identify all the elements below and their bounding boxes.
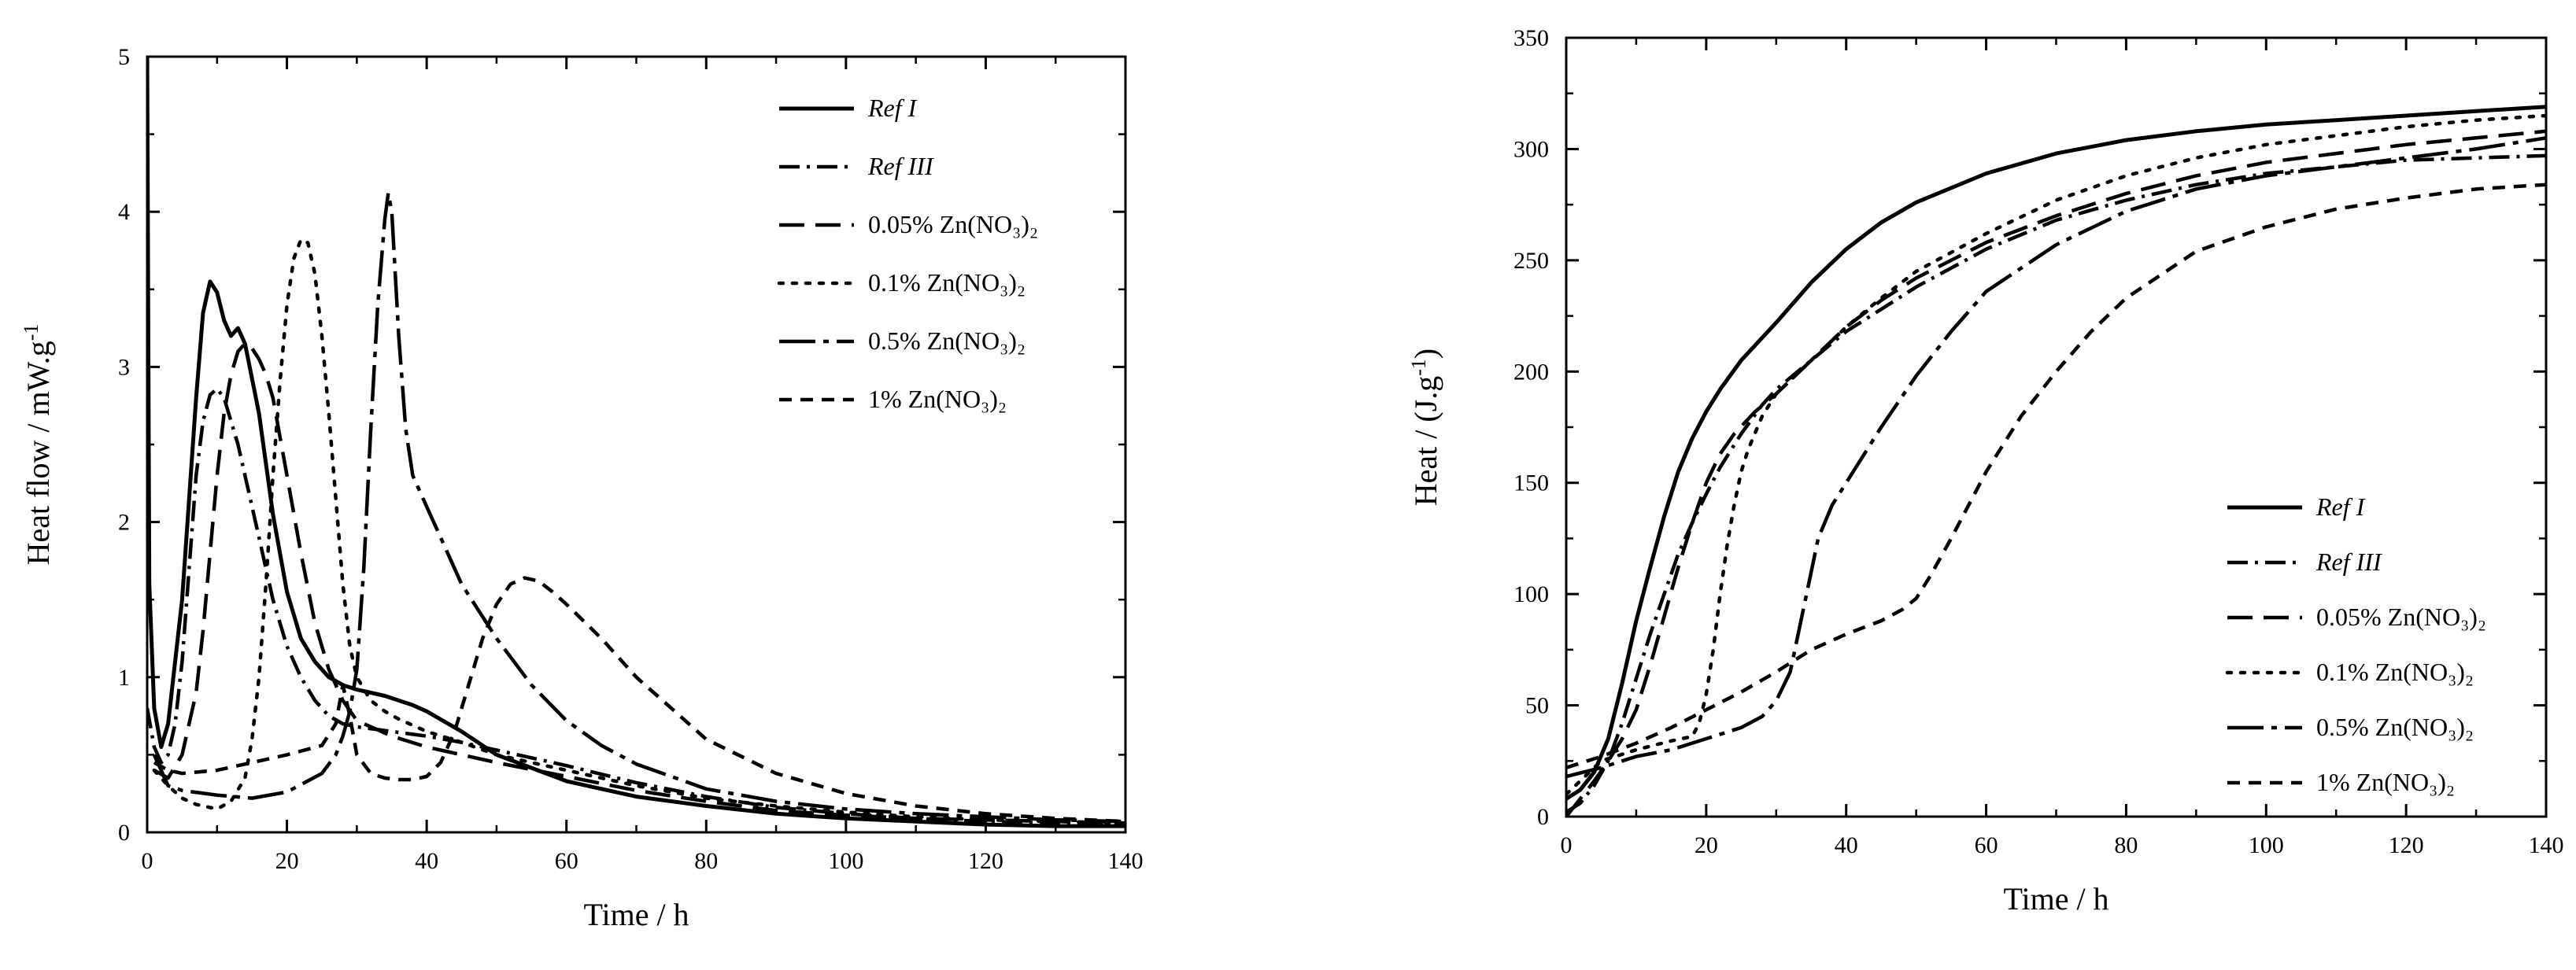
x-axis-label: Time / h — [583, 897, 689, 932]
legend-label: Ref III — [867, 152, 934, 180]
x-tick-label: 120 — [968, 848, 1003, 874]
series-line — [153, 576, 1125, 824]
series-line — [153, 341, 1125, 825]
legend-label: 0.1% Zn(NO₃)₂ — [868, 268, 1026, 297]
y-axis-label-exponent: -1 — [1407, 359, 1430, 376]
cumulative-heat-chart: 0 20 40 60 80 100 120 140 0 50 100 150 200 250 300 350 T… — [1407, 25, 2564, 917]
x-axis-label: Time / h — [2003, 881, 2108, 917]
x-tick-label: 60 — [555, 848, 578, 874]
x-tick-label: 140 — [2529, 832, 2564, 858]
series-line — [152, 238, 1125, 825]
y-axis-label-end: ) — [1408, 349, 1443, 359]
x-tick-label: 80 — [694, 848, 718, 874]
y-tick-label: 1 — [118, 665, 130, 691]
series-line — [1566, 136, 2546, 779]
series-line — [1566, 113, 2546, 796]
x-tick-label: 20 — [1695, 832, 1718, 858]
series-line — [152, 191, 1125, 824]
legend-label: 0.05% Zn(NO₃)₂ — [868, 210, 1038, 238]
y-tick-label: 4 — [118, 199, 130, 225]
legend-label: 1% Zn(NO₃)₂ — [868, 385, 1007, 413]
y-axis-label: Heat / (J.g-1) — [1407, 349, 1444, 507]
legend-label: Ref III — [2315, 548, 2382, 576]
y-tick-label: 100 — [1513, 581, 1549, 607]
y-tick-label: 350 — [1513, 25, 1549, 51]
x-tick-label: 80 — [2114, 832, 2138, 858]
x-tick-label: 100 — [828, 848, 863, 874]
legend-label: Ref I — [2315, 492, 2366, 521]
legend: Ref I Ref III 0.05% Zn(NO₃)₂ 0.1% Zn(NO₃)₂ 0… — [777, 94, 1038, 413]
y-tick-label: 300 — [1513, 136, 1549, 162]
y-axis-label: Heat flow / mW.g-1 — [20, 324, 57, 566]
x-tick-label: 20 — [275, 848, 299, 874]
legend-label: 0.5% Zn(NO₃)₂ — [2316, 713, 2474, 741]
y-tick-label: 0 — [1537, 804, 1549, 830]
series-line — [147, 386, 1125, 827]
series-line — [1566, 129, 2546, 817]
y-axis-label-exponent: -1 — [20, 324, 43, 341]
x-tick-label: 120 — [2389, 832, 2424, 858]
y-tick-label: 50 — [1525, 693, 1549, 719]
legend-label: 0.05% Zn(NO₃)₂ — [2316, 603, 2486, 631]
x-tick-label: 140 — [1108, 848, 1144, 874]
legend-label: Ref I — [867, 94, 918, 122]
y-tick-label: 0 — [118, 820, 130, 846]
series-line — [147, 57, 1125, 828]
y-tick-label: 2 — [118, 510, 130, 536]
series-line — [1566, 153, 2546, 814]
y-tick-label: 150 — [1513, 470, 1549, 496]
series-group — [147, 57, 1125, 828]
x-tick-label: 60 — [1975, 832, 1998, 858]
y-axis-label-main: Heat / (J.g — [1408, 376, 1443, 507]
legend-label: 1% Zn(NO₃)₂ — [2316, 768, 2455, 796]
y-tick-label: 5 — [118, 44, 130, 70]
x-tick-label: 40 — [1835, 832, 1858, 858]
series-group — [1566, 105, 2546, 817]
x-tick-label: 0 — [1561, 832, 1573, 858]
heat-flow-chart: 0 20 40 60 80 100 120 140 0 1 2 3 4 5 Time / h Heat flo… — [20, 44, 1144, 932]
legend: Ref I Ref III 0.05% Zn(NO₃)₂ 0.1% Zn(NO₃)₂ 0… — [2225, 492, 2486, 796]
y-tick-label: 200 — [1513, 359, 1549, 385]
x-tick-label: 0 — [142, 848, 153, 874]
y-tick-label: 250 — [1513, 248, 1549, 274]
x-tick-label: 40 — [415, 848, 438, 874]
y-axis-label-main: Heat flow / mW.g — [20, 341, 56, 565]
legend-label: 0.1% Zn(NO₃)₂ — [2316, 658, 2474, 686]
series-line — [1566, 105, 2546, 801]
x-tick-label: 100 — [2249, 832, 2284, 858]
y-tick-label: 3 — [118, 354, 130, 380]
legend-label: 0.5% Zn(NO₃)₂ — [868, 326, 1026, 355]
plot-frame — [146, 55, 1127, 834]
